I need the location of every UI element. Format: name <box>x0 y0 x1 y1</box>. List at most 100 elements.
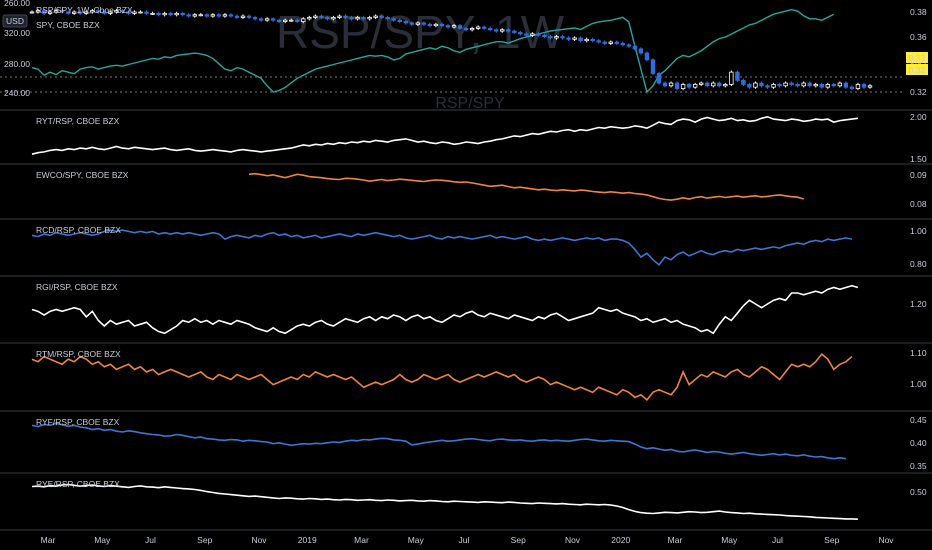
candle-body <box>475 26 481 29</box>
candle-body <box>578 37 583 42</box>
candle-body <box>801 82 806 87</box>
right-axis-tick: 0.32 <box>910 87 927 97</box>
candle-body <box>530 33 535 36</box>
right-axis-tick: 0.38 <box>910 7 927 17</box>
candle-body <box>554 36 559 39</box>
candle-body <box>180 12 185 16</box>
pane-main[interactable]: RSP/SPY, 1W, Cboe BZX SPY, CBOE BZX 0.38 0.… <box>0 0 932 111</box>
candle-body <box>680 84 686 89</box>
pane-ryf[interactable]: RYF/RSP, CBOE BZX 0.45 0.40 0.35 <box>0 415 932 474</box>
candle-body <box>349 17 354 20</box>
candle-body <box>421 22 427 25</box>
candle-body <box>771 84 776 88</box>
candle-body <box>596 40 601 43</box>
candle-body <box>674 82 680 89</box>
pane-ewco[interactable]: EWCO/SPY, CBOE BZX 0.09 0.08 <box>0 170 932 220</box>
candle-body <box>132 11 137 14</box>
candle-body <box>783 82 788 87</box>
right-axis-tick: 0.36 <box>910 32 927 42</box>
candle-body <box>258 18 264 21</box>
left-axis-tick: 260.00 <box>4 0 30 8</box>
series-line-rgi <box>31 284 859 335</box>
candle-body <box>397 19 402 22</box>
candle-body <box>168 12 173 16</box>
candle-body <box>126 11 131 14</box>
candle-body <box>602 41 607 44</box>
pane-ryt[interactable]: RYT/RSP, CBOE BZX 2.00 1.50 <box>0 112 932 165</box>
candle-body <box>487 27 493 31</box>
candle-body <box>644 52 650 61</box>
series-line-ewco <box>248 172 804 201</box>
candle-body <box>572 37 577 40</box>
candle-body <box>536 33 541 36</box>
candle-body <box>240 15 246 18</box>
candle-body <box>29 11 35 14</box>
x-axis-tick: May <box>721 535 738 545</box>
candle-body <box>692 84 698 88</box>
candle-body <box>283 19 288 22</box>
candle-body <box>729 71 734 85</box>
pane-title: RGI/RSP, CBOE BZX <box>36 282 118 292</box>
candle-body <box>500 29 505 32</box>
candle-body <box>566 37 571 40</box>
candle-body <box>765 85 770 88</box>
candle-body <box>84 11 89 14</box>
x-axis-tick: Nov <box>565 535 581 545</box>
candle-body <box>403 21 408 24</box>
series-line-rcd <box>31 229 853 267</box>
x-axis-tick: Mar <box>41 535 56 545</box>
right-axis-tick: 1.50 <box>910 154 927 164</box>
candles <box>29 8 873 91</box>
x-axis-tick: May <box>408 535 425 545</box>
x-axis-tick: 2020 <box>611 535 630 545</box>
candle-body <box>548 36 553 39</box>
candle-body <box>415 22 421 25</box>
candle-body <box>234 15 240 18</box>
candle-body <box>668 82 674 87</box>
price-tag-box <box>906 52 928 63</box>
legend-main: RSP/SPY, 1W, Cboe BZX <box>36 5 133 15</box>
x-axis-tick: Mar <box>668 535 683 545</box>
candle-body <box>711 82 716 87</box>
candle-body <box>325 17 330 20</box>
candle-body <box>65 11 71 14</box>
candle-body <box>391 18 396 21</box>
candle-body <box>210 14 216 17</box>
panes: RSP/SPY, 1W, Cboe BZX SPY, CBOE BZX 0.38 0.… <box>0 0 932 531</box>
candle-body <box>367 17 372 20</box>
right-axis-tick: 0.80 <box>910 259 927 269</box>
candle-body <box>35 10 41 13</box>
currency-badge[interactable]: USD <box>2 14 28 28</box>
candle-body <box>542 34 547 38</box>
right-axis-tick: 0.50 <box>910 487 927 497</box>
candle-body <box>355 17 360 20</box>
candle-body <box>855 84 861 89</box>
pane-rtm[interactable]: RTM/RSP, CBOE BZX 1.10 1.00 <box>0 348 932 412</box>
series-line-spy <box>31 8 835 94</box>
right-axis-tick: 0.08 <box>910 199 927 209</box>
candle-body <box>590 38 595 42</box>
candle-body <box>837 82 843 87</box>
candle-body <box>747 84 752 88</box>
x-axis-tick: Mar <box>354 535 369 545</box>
pane-rgi[interactable]: RGI/RSP, CBOE BZX 1.20 <box>0 282 932 344</box>
candle-body <box>457 25 463 29</box>
candle-body <box>494 29 499 32</box>
candle-body <box>524 33 529 36</box>
pane-rcd[interactable]: RCD/RSP, CBOE BZX 1.00 0.80 <box>0 225 932 277</box>
candle-body <box>686 84 692 88</box>
candle-body <box>78 11 83 14</box>
candle-body <box>204 14 210 17</box>
right-axis-tick: 2.00 <box>910 112 927 122</box>
candle-body <box>512 30 517 33</box>
left-axis-tick: 240.00 <box>4 88 30 98</box>
candle-body <box>506 29 511 32</box>
left-axis-tick: 320.00 <box>4 28 30 38</box>
candle-body <box>90 10 95 13</box>
x-axis: Mar May Jul Sep Nov 2019 Mar May Jul Sep Nov 2020 Ma… <box>0 529 932 545</box>
candle-body <box>849 86 855 89</box>
candle-body <box>289 19 294 22</box>
candle-body <box>120 10 125 13</box>
